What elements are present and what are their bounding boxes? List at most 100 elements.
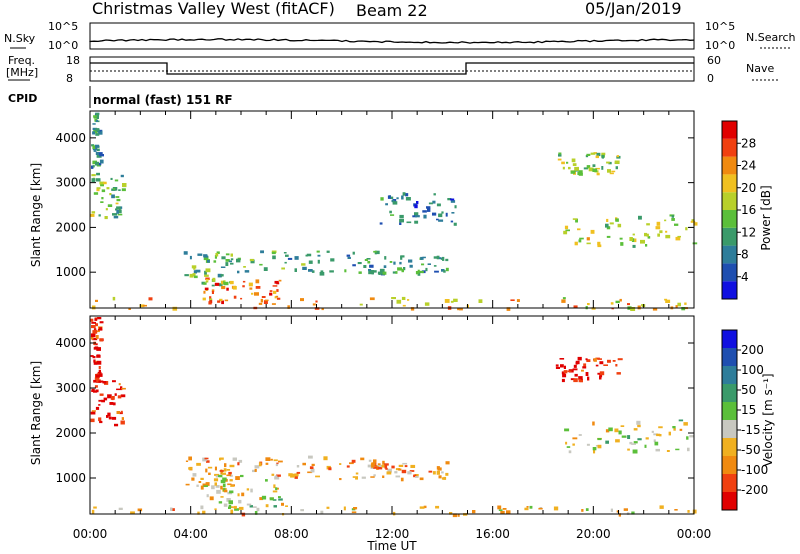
velocity-echo-cell: [208, 472, 211, 475]
colorbar-tick-label: 28: [741, 136, 756, 150]
power-echo-cell: [172, 306, 178, 311]
velocity-echo-cell: [581, 369, 584, 372]
power-echo-cell: [287, 257, 293, 260]
power-echo-cell: [684, 302, 687, 305]
velocity-echo-cell: [221, 472, 226, 475]
power-echo-cell: [103, 181, 107, 185]
power-echo-cell: [106, 187, 110, 190]
power-echo-cell: [300, 298, 304, 302]
power-echo-cell: [657, 233, 660, 237]
power-echo-cell: [568, 166, 571, 170]
power-echo-cell: [255, 279, 260, 284]
power-echo-cell: [573, 305, 578, 308]
power-echo-cell: [399, 222, 402, 225]
freq-trace: [90, 62, 694, 75]
power-echo-cell: [420, 256, 424, 260]
velocity-echo-cell: [343, 506, 346, 511]
velocity-colorbar-segment: [722, 366, 737, 384]
power-echo-cell: [415, 271, 419, 275]
velocity-echo-cell: [214, 508, 217, 511]
power-echo-cell: [401, 296, 406, 300]
velocity-echo-cell: [373, 466, 377, 469]
velocity-echo-cell: [238, 459, 243, 463]
nsearch-tick-bottom: 10^0: [705, 39, 735, 52]
velocity-echo-cell: [572, 443, 575, 446]
power-echo-cell: [95, 299, 98, 302]
velocity-colorbar-segment: [722, 474, 737, 492]
velocity-echo-cell: [323, 456, 328, 461]
power-echo-cell: [105, 208, 108, 211]
velocity-echo-cell: [683, 422, 688, 426]
velocity-echo-cell: [632, 449, 638, 454]
velocity-echo-cell: [592, 447, 597, 451]
power-echo-cell: [601, 155, 604, 159]
velocity-echo-cell: [170, 507, 173, 511]
power-echo-cell: [558, 154, 562, 157]
power-echo-cell: [685, 227, 688, 231]
power-echo-cell: [596, 172, 600, 176]
power-echo-cell: [225, 262, 229, 266]
velocity-echo-region: [232, 455, 382, 481]
velocity-echo-cell: [435, 505, 440, 509]
velocity-echo-cell: [614, 428, 619, 433]
velocity-echo-cell: [252, 506, 257, 508]
velocity-echo-cell: [222, 483, 226, 488]
velocity-colorbar-frame: [721, 329, 738, 511]
power-echo-cell: [572, 163, 577, 166]
power-echo-cell: [659, 230, 663, 234]
power-echo-cell: [630, 307, 636, 311]
velocity-echo-cell: [395, 475, 401, 478]
velocity-echo-cell: [235, 476, 240, 480]
power-echo-cell: [451, 212, 455, 214]
velocity-colorbar-segment: [722, 492, 737, 510]
colorbar-tick-label: -100: [741, 463, 768, 477]
velocity-echo-cell: [91, 321, 96, 324]
velocity-echo-cell: [114, 423, 119, 427]
power-echo-cell: [95, 112, 100, 117]
power-echo-cell: [400, 256, 403, 260]
velocity-echo-cell: [620, 425, 625, 427]
velocity-echo-cell: [307, 471, 313, 474]
power-echo-cell: [92, 160, 97, 165]
power-echo-cell: [574, 166, 579, 171]
velocity-echo-cell: [580, 378, 583, 383]
power-colorbar-segment: [722, 121, 737, 139]
power-echo-cell: [261, 296, 266, 298]
velocity-echo-cell: [395, 468, 400, 471]
velocity-echo-cell: [610, 508, 613, 512]
velocity-echo-cell: [355, 472, 359, 475]
power-echo-cell: [306, 253, 312, 257]
power-echo-cell: [608, 161, 612, 165]
power-echo-cell: [414, 220, 419, 224]
power-echo-cell: [665, 299, 671, 303]
power-echo-cell: [443, 270, 446, 273]
velocity-echo-cell: [599, 376, 602, 380]
power-echo-cell: [218, 283, 223, 287]
power-echo-cell: [665, 234, 671, 239]
power-echo-cell: [391, 297, 396, 300]
velocity-echo-cell: [368, 459, 372, 462]
velocity-echo-cell: [101, 399, 105, 403]
power-colorbar-segment: [722, 263, 737, 282]
colorbar-tick-label: 100: [741, 363, 764, 377]
power-echo-cell: [586, 237, 590, 241]
velocity-echo-cell: [200, 477, 204, 480]
power-echo-cell: [609, 222, 614, 225]
velocity-echo-cell: [276, 474, 281, 477]
velocity-echo-cell: [107, 412, 111, 417]
velocity-echo-cell: [271, 473, 275, 476]
power-echo-cell: [92, 123, 96, 125]
power-echo-cell: [330, 258, 335, 262]
power-echo-cell: [207, 260, 210, 263]
power-echo-cell: [632, 233, 635, 236]
velocity-echo-cell: [339, 478, 342, 481]
power-echo-cell: [389, 210, 392, 214]
power-echo-cell: [664, 298, 668, 301]
power-echo-cell: [375, 250, 380, 255]
power-echo-cell: [249, 258, 254, 262]
power-echo-cell: [192, 273, 196, 277]
power-echo-cell: [204, 274, 209, 277]
velocity-echo-cell: [227, 483, 232, 486]
power-colorbar-segment: [722, 210, 737, 228]
colorbar-tick-label: -50: [741, 443, 761, 457]
